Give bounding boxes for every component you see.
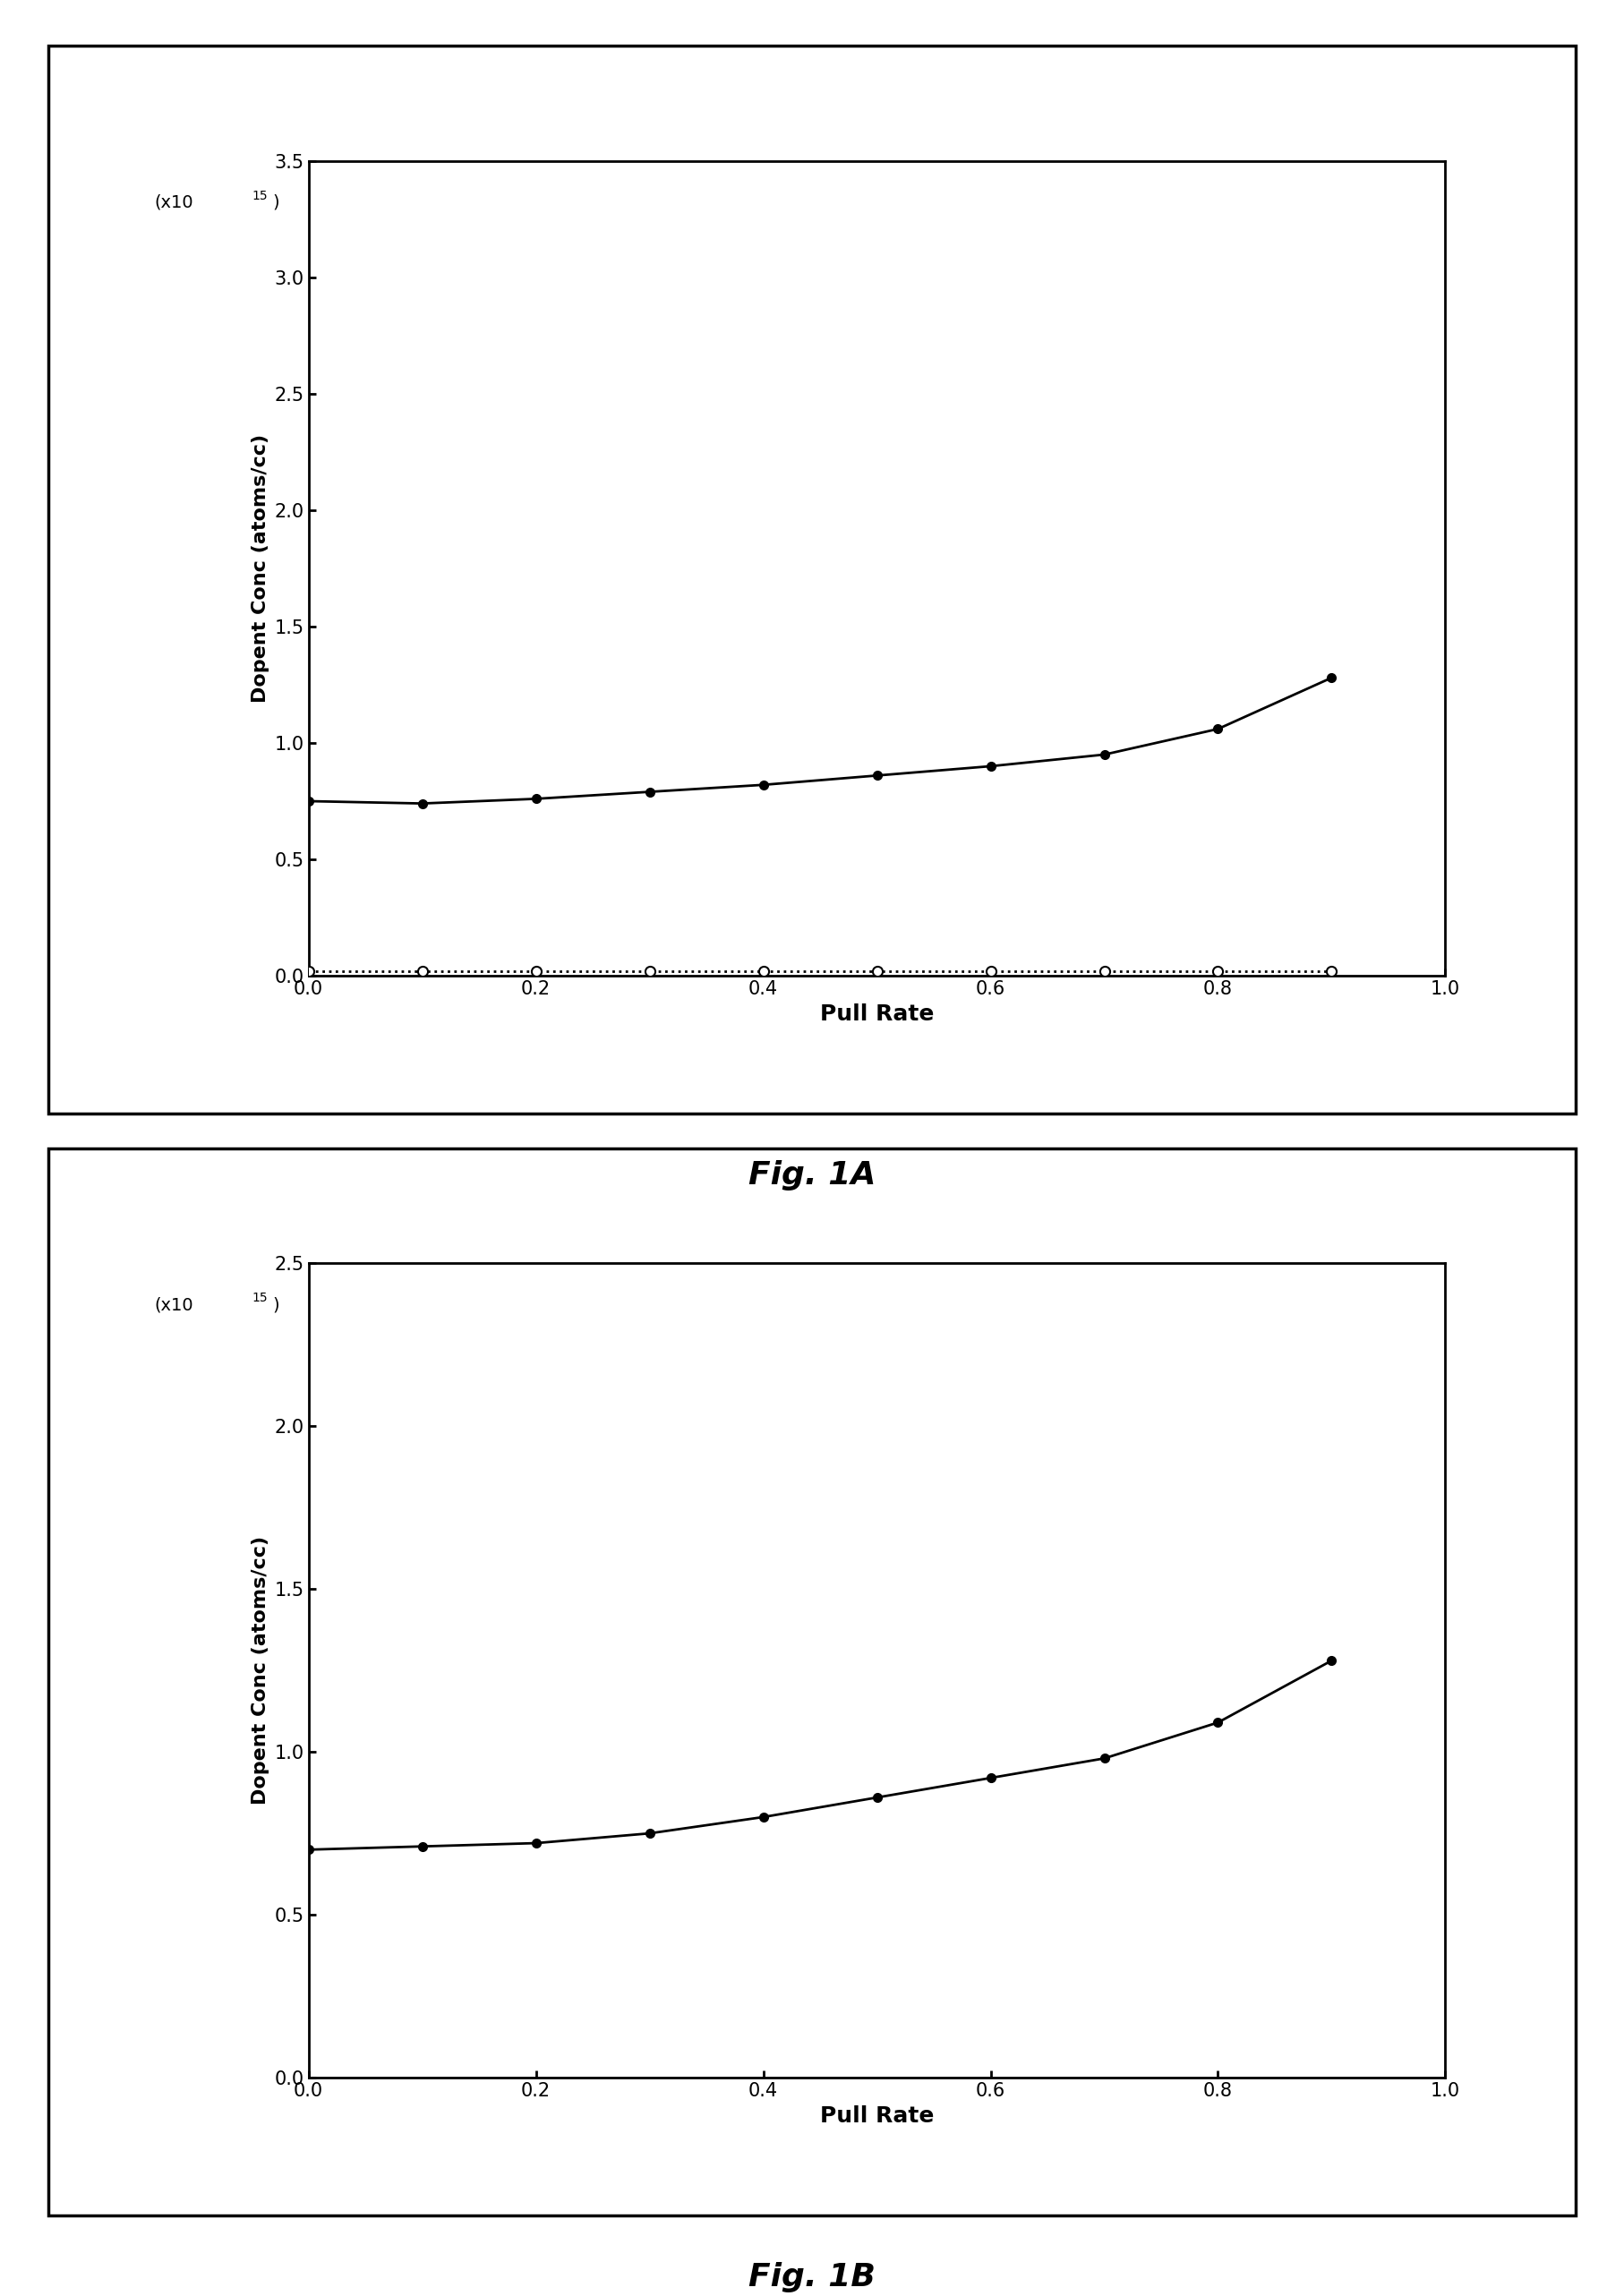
Y-axis label: Dopent Conc (atoms/cc): Dopent Conc (atoms/cc) (252, 434, 270, 703)
Text: Fig. 1B: Fig. 1B (749, 2262, 875, 2294)
Text: 15: 15 (252, 191, 268, 202)
Text: ): ) (273, 1297, 279, 1313)
Text: (x10: (x10 (154, 195, 193, 211)
Text: ): ) (273, 195, 279, 211)
X-axis label: Pull Rate: Pull Rate (820, 2105, 934, 2126)
Text: 15: 15 (252, 1293, 268, 1304)
Y-axis label: Dopent Conc (atoms/cc): Dopent Conc (atoms/cc) (252, 1536, 270, 1805)
X-axis label: Pull Rate: Pull Rate (820, 1003, 934, 1024)
Text: (x10: (x10 (154, 1297, 193, 1313)
Text: Fig. 1A: Fig. 1A (749, 1159, 875, 1192)
